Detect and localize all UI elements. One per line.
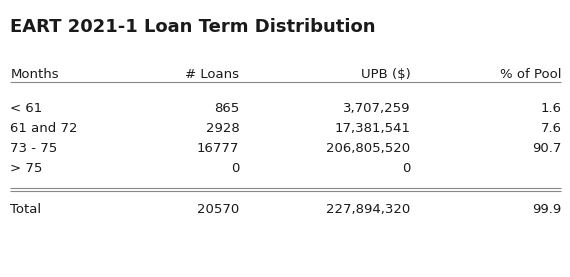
Text: EART 2021-1 Loan Term Distribution: EART 2021-1 Loan Term Distribution [10, 18, 376, 36]
Text: UPB ($): UPB ($) [361, 68, 410, 81]
Text: 20570: 20570 [197, 203, 239, 216]
Text: < 61: < 61 [10, 102, 43, 115]
Text: 17,381,541: 17,381,541 [335, 122, 410, 135]
Text: 16777: 16777 [197, 142, 239, 155]
Text: 99.9: 99.9 [532, 203, 561, 216]
Text: 90.7: 90.7 [532, 142, 561, 155]
Text: 0: 0 [402, 162, 410, 175]
Text: > 75: > 75 [10, 162, 43, 175]
Text: 2928: 2928 [206, 122, 239, 135]
Text: 7.6: 7.6 [540, 122, 561, 135]
Text: % of Pool: % of Pool [500, 68, 561, 81]
Text: 1.6: 1.6 [540, 102, 561, 115]
Text: 227,894,320: 227,894,320 [326, 203, 410, 216]
Text: 0: 0 [231, 162, 239, 175]
Text: # Loans: # Loans [185, 68, 239, 81]
Text: 865: 865 [214, 102, 239, 115]
Text: 3,707,259: 3,707,259 [343, 102, 410, 115]
Text: Total: Total [10, 203, 42, 216]
Text: Months: Months [10, 68, 59, 81]
Text: 61 and 72: 61 and 72 [10, 122, 78, 135]
Text: 73 - 75: 73 - 75 [10, 142, 58, 155]
Text: 206,805,520: 206,805,520 [326, 142, 410, 155]
